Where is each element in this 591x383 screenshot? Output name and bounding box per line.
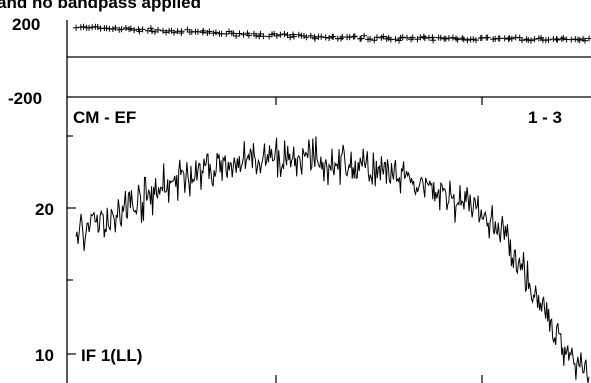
phase-point <box>358 35 365 42</box>
phase-point <box>470 36 477 43</box>
phase-point <box>404 34 410 41</box>
phase-point <box>311 35 318 42</box>
phase-point <box>307 32 314 39</box>
phase-point <box>442 35 449 42</box>
phase-point <box>326 35 333 41</box>
phase-point <box>554 36 561 43</box>
phase-point <box>147 25 154 32</box>
phase-point <box>519 37 526 44</box>
amplitude-line <box>75 136 590 383</box>
phase-point <box>330 33 337 40</box>
phase-point <box>429 34 436 41</box>
phase-point <box>430 37 437 44</box>
phase-point <box>131 27 138 34</box>
phase-point <box>473 37 479 44</box>
phase-point <box>454 36 461 43</box>
phase-tick-label-bottom: -200 <box>8 89 42 108</box>
phase-point <box>178 28 185 35</box>
phase-point <box>273 32 280 39</box>
phase-point <box>409 34 416 41</box>
phase-point <box>200 27 207 34</box>
phase-point <box>212 29 219 36</box>
phase-point <box>508 35 515 42</box>
phase-point <box>206 28 213 35</box>
phase-point <box>233 33 240 39</box>
phase-point <box>253 32 260 39</box>
phase-point <box>281 31 288 37</box>
phase-point <box>77 24 84 31</box>
phase-point <box>560 35 567 41</box>
phase-point <box>531 36 538 43</box>
phase-point <box>576 37 583 44</box>
phase-point <box>525 37 532 43</box>
phase-point <box>437 34 444 41</box>
phase-point <box>295 31 302 38</box>
phase-point <box>195 28 201 35</box>
amp-tick-label-20: 20 <box>35 200 54 219</box>
if-label: IF 1(LL) <box>81 346 142 365</box>
channel-label: 1 - 3 <box>528 108 562 127</box>
phase-point <box>240 31 247 38</box>
phase-point <box>484 34 491 41</box>
phase-point <box>582 37 588 44</box>
phase-point <box>361 32 368 39</box>
phase-point <box>392 36 399 43</box>
phase-point <box>155 26 161 33</box>
baseline-label: CM - EF <box>73 108 136 127</box>
phase-point <box>230 30 237 37</box>
phase-panel: 200 -200 <box>8 15 591 108</box>
phase-tick-label-top: 200 <box>12 15 40 34</box>
phase-point <box>351 33 358 40</box>
phase-point <box>136 28 143 35</box>
phase-point <box>160 27 166 34</box>
phase-point <box>553 36 560 42</box>
phase-point <box>118 26 125 33</box>
phase-point <box>464 37 471 44</box>
phase-point <box>367 36 374 42</box>
phase-point <box>287 34 294 41</box>
phase-point <box>528 37 534 44</box>
phase-point <box>171 29 178 36</box>
phase-point <box>112 24 119 31</box>
phase-point <box>417 34 424 41</box>
phase-point <box>236 30 243 37</box>
phase-point <box>380 33 387 40</box>
phase-point <box>149 28 155 35</box>
phase-points <box>73 23 591 44</box>
phase-point <box>545 36 552 43</box>
phase-point <box>449 34 456 41</box>
phase-point <box>139 26 146 33</box>
phase-point <box>260 33 267 40</box>
chart-title: and no bandpass applied <box>0 0 201 12</box>
phase-point <box>89 24 96 31</box>
phase-point <box>371 37 378 44</box>
phase-point <box>318 33 325 40</box>
phase-point <box>122 25 129 31</box>
phase-point <box>350 33 357 40</box>
amplitude-panel: 20 10 CM - EF 1 - 3 IF 1(LL) <box>35 97 590 383</box>
phase-point <box>303 34 310 41</box>
phase-point <box>80 23 87 30</box>
phase-point <box>277 31 284 38</box>
phase-point <box>420 33 427 40</box>
phase-point <box>460 36 467 43</box>
phase-point <box>290 33 297 40</box>
phase-point <box>245 32 252 39</box>
phase-point <box>586 35 591 42</box>
phase-point <box>127 25 134 32</box>
amp-tick-label-10: 10 <box>35 346 54 365</box>
phase-point <box>86 24 92 31</box>
